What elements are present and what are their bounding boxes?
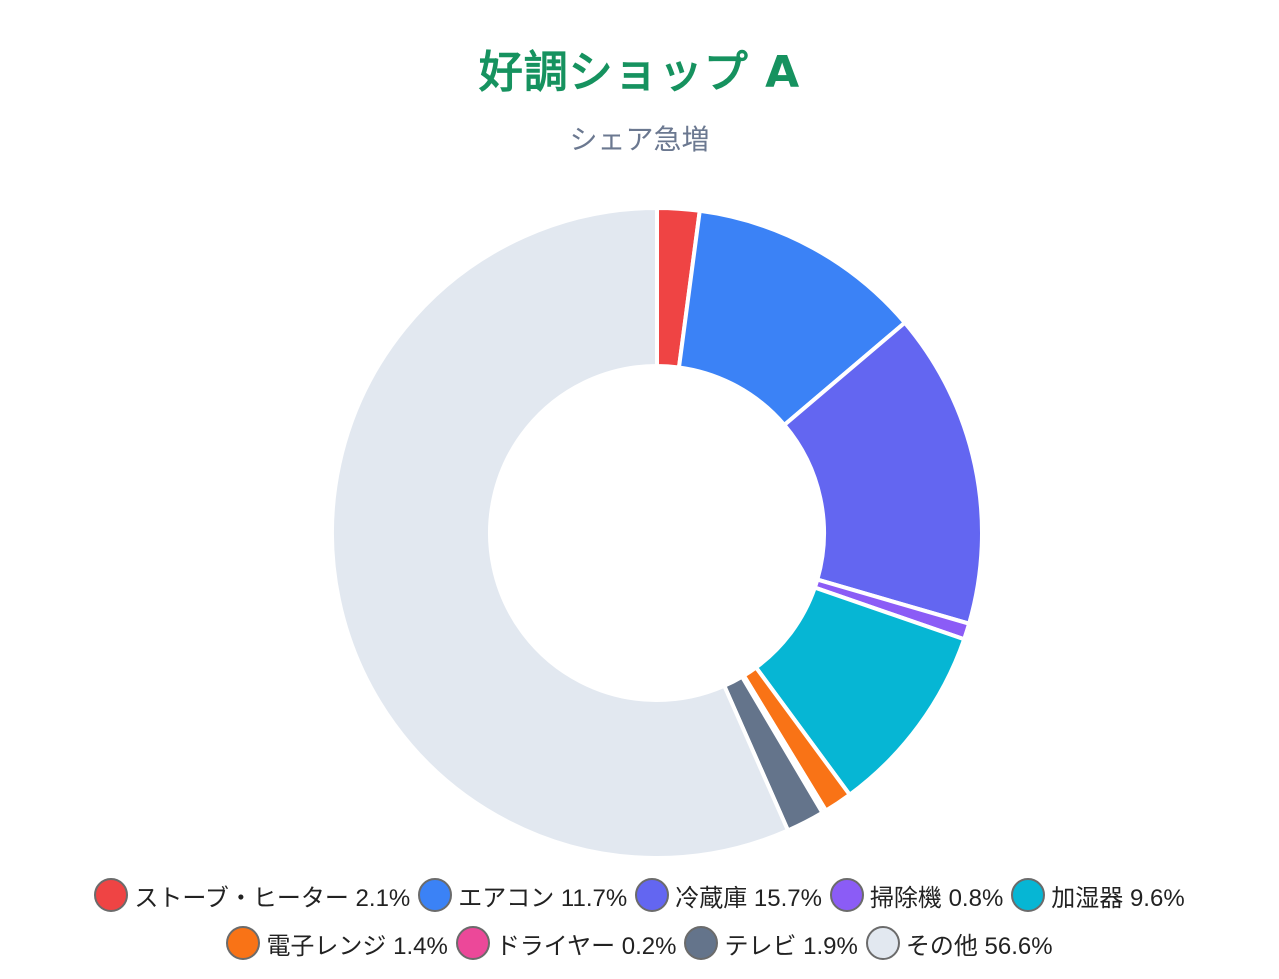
legend-item-humidifier[interactable]: 加湿器 9.6% bbox=[1011, 874, 1185, 916]
legend-row-1: ストーブ・ヒーター 2.1% エアコン 11.7% 冷蔵庫 15.7% 掃除機 … bbox=[10, 874, 1269, 916]
slice-2[interactable] bbox=[781, 319, 984, 627]
chart-subtitle: シェア急増 bbox=[569, 123, 710, 156]
legend-item-microwave[interactable]: 電子レンジ 1.4% bbox=[226, 922, 448, 964]
legend-label: その他 56.6% bbox=[905, 932, 1053, 960]
legend-swatch-icon bbox=[865, 926, 900, 960]
legend-label: ストーブ・ヒーター 2.1% bbox=[134, 884, 411, 912]
doughnut-slices bbox=[330, 205, 984, 860]
legend-swatch-icon bbox=[1011, 878, 1046, 912]
legend-swatch-icon bbox=[829, 878, 864, 912]
legend-swatch-icon bbox=[684, 926, 719, 960]
legend-swatch-icon bbox=[635, 878, 670, 912]
chart-title: 好調ショップ A bbox=[478, 47, 801, 98]
legend-item-dryer[interactable]: ドライヤー 0.2% bbox=[455, 922, 677, 964]
legend-swatch-icon bbox=[455, 926, 490, 960]
legend-label: エアコン 11.7% bbox=[458, 884, 628, 912]
chart-legend: ストーブ・ヒーター 2.1% エアコン 11.7% 冷蔵庫 15.7% 掃除機 … bbox=[0, 874, 1279, 964]
legend-item-aircon[interactable]: エアコン 11.7% bbox=[418, 874, 627, 916]
legend-label: テレビ 1.9% bbox=[724, 932, 858, 960]
legend-item-refrigerator[interactable]: 冷蔵庫 15.7% bbox=[635, 874, 822, 916]
legend-row-2: 電子レンジ 1.4% ドライヤー 0.2% テレビ 1.9% その他 56.6% bbox=[10, 922, 1269, 964]
legend-item-stove-heater[interactable]: ストーブ・ヒーター 2.1% bbox=[94, 874, 410, 916]
legend-label: 加湿器 9.6% bbox=[1051, 884, 1185, 912]
legend-swatch-icon bbox=[226, 926, 261, 960]
legend-label: ドライヤー 0.2% bbox=[495, 932, 677, 960]
legend-label: 電子レンジ 1.4% bbox=[266, 932, 448, 960]
legend-label: 冷蔵庫 15.7% bbox=[675, 884, 822, 912]
legend-item-other[interactable]: その他 56.6% bbox=[865, 922, 1053, 964]
legend-swatch-icon bbox=[94, 878, 129, 912]
legend-swatch-icon bbox=[418, 878, 453, 912]
legend-label: 掃除機 0.8% bbox=[869, 884, 1004, 912]
legend-item-tv[interactable]: テレビ 1.9% bbox=[684, 922, 858, 964]
slice-8[interactable] bbox=[330, 205, 791, 860]
legend-item-vacuum[interactable]: 掃除機 0.8% bbox=[829, 874, 1004, 916]
